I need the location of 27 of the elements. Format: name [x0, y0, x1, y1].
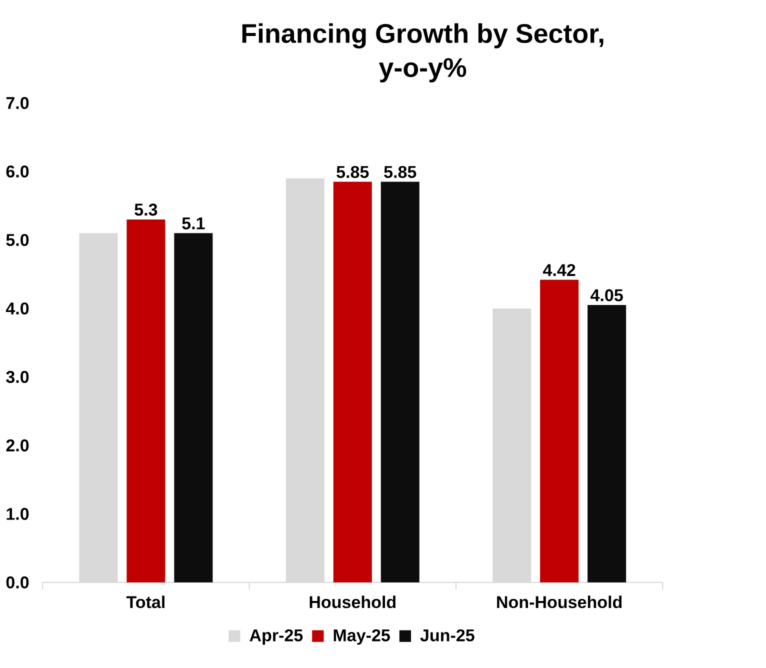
data-label: 4.42: [543, 264, 576, 276]
chart-title: Financing Growth by Sector, y-o-y%: [242, 24, 604, 83]
legend-label: May-25: [334, 630, 390, 645]
bar: [540, 280, 579, 583]
bar: [174, 233, 213, 583]
y-tick-label: 0.0: [6, 576, 29, 589]
bar: [380, 182, 420, 583]
y-tick-label: 6.0: [6, 166, 29, 178]
data-label: 4.05: [590, 289, 623, 302]
data-label: 5.3: [134, 204, 158, 216]
legend-label: Jun-25: [420, 630, 474, 642]
legend-label: Apr-25: [250, 630, 303, 645]
x-tick-label: Non-Household: [497, 596, 622, 608]
y-tick-label: 3.0: [6, 371, 29, 384]
y-tick-label: 1.0: [6, 508, 29, 520]
y-tick-label: 4.0: [6, 302, 29, 315]
data-label: 5.1: [182, 218, 205, 230]
bar: [333, 182, 372, 583]
bar: [126, 220, 166, 583]
data-label: 5.85: [336, 166, 369, 178]
data-label: 5.85: [384, 166, 416, 178]
bar: [588, 305, 626, 583]
x-tick-label: Total: [126, 596, 164, 608]
x-tick-label: Household: [310, 596, 396, 608]
y-tick-label: 7.0: [6, 97, 29, 110]
y-tick-label: 5.0: [6, 234, 29, 246]
y-tick-label: 2.0: [6, 440, 29, 452]
